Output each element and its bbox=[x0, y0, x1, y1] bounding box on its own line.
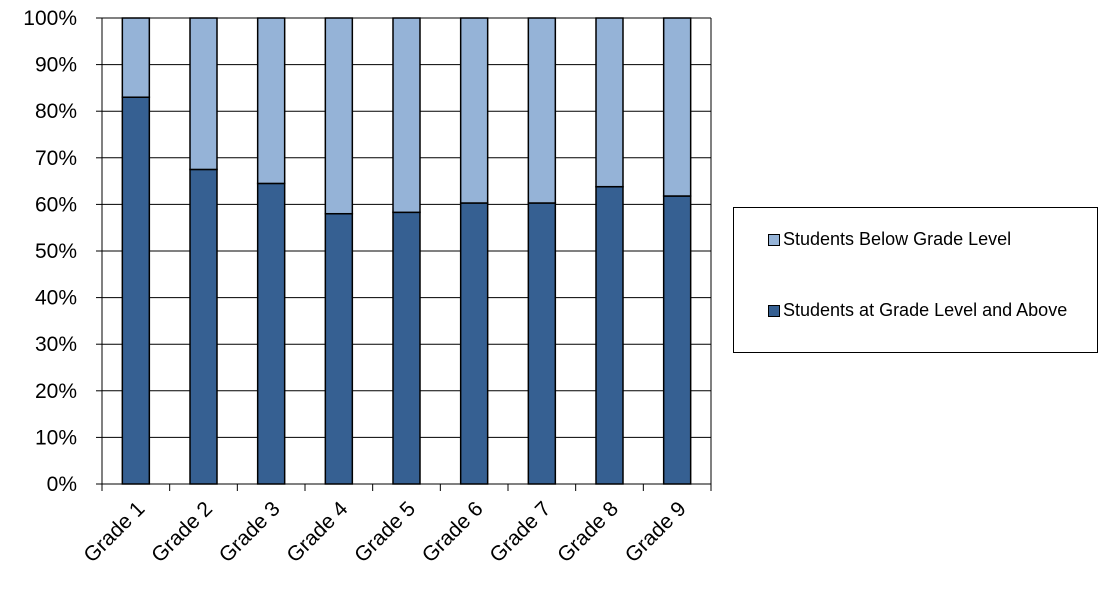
y-tick-label: 100% bbox=[23, 7, 77, 30]
y-tick-label: 70% bbox=[35, 147, 77, 170]
x-category-label: Grade 9 bbox=[621, 497, 691, 567]
bar-segment-at-above bbox=[121, 96, 151, 485]
legend-label-below: Students Below Grade Level bbox=[783, 229, 1012, 249]
x-category-label: Grade 7 bbox=[485, 497, 555, 567]
x-category-label: Grade 3 bbox=[215, 497, 285, 567]
bar-segment-at-above bbox=[189, 168, 218, 485]
y-tick-label: 60% bbox=[35, 193, 77, 216]
bar-segment-at-above bbox=[662, 195, 692, 485]
y-tick-label: 40% bbox=[35, 287, 77, 310]
x-category-label: Grade 6 bbox=[418, 497, 488, 567]
bar-segment-at-above bbox=[459, 202, 489, 485]
legend-swatch-at-above bbox=[768, 305, 780, 317]
bar-segment-below bbox=[527, 17, 557, 204]
bar-segment-at-above bbox=[595, 185, 624, 485]
axes bbox=[96, 17, 712, 491]
legend-label-at-above: Students at Grade Level and Above bbox=[783, 300, 1068, 320]
bar-segment-at-above bbox=[324, 212, 354, 485]
y-tick-label: 0% bbox=[47, 473, 77, 496]
bar-segment-below bbox=[459, 17, 489, 204]
x-category-label: Grade 8 bbox=[553, 497, 623, 567]
y-tick-label: 10% bbox=[35, 426, 77, 449]
y-tick-label: 50% bbox=[35, 240, 77, 263]
y-tick-label: 20% bbox=[35, 380, 77, 403]
bar-segment-below bbox=[189, 17, 218, 171]
legend-swatch-below bbox=[768, 234, 780, 246]
bar-segment-at-above bbox=[392, 211, 421, 485]
bar-segment-below bbox=[324, 17, 354, 215]
x-category-label: Grade 5 bbox=[350, 497, 420, 567]
x-category-label: Grade 1 bbox=[79, 497, 149, 567]
y-tick-label: 30% bbox=[35, 333, 77, 356]
bar-segment-below bbox=[121, 17, 151, 98]
y-axis-tick-labels: 0% 10% 20% 30% 40% 50% 60% 70% 80% 90% 100% bbox=[23, 7, 77, 496]
bar-segment-at-above bbox=[256, 182, 286, 485]
bar-segment-at-above bbox=[527, 202, 557, 485]
y-tick-label: 90% bbox=[35, 54, 77, 77]
legend-item-below: Students Below Grade Level bbox=[768, 229, 1083, 250]
bar-segment-below bbox=[595, 17, 624, 188]
legend: Students Below Grade Level Students at G… bbox=[733, 207, 1098, 353]
bar-segment-below bbox=[256, 17, 286, 185]
x-category-label: Grade 2 bbox=[147, 497, 217, 567]
bar-segment-below bbox=[662, 17, 692, 197]
bars bbox=[121, 17, 692, 485]
y-tick-label: 80% bbox=[35, 100, 77, 123]
legend-item-at-above: Students at Grade Level and Above bbox=[768, 300, 1083, 321]
bar-segment-below bbox=[392, 17, 421, 214]
x-category-label: Grade 4 bbox=[282, 497, 352, 567]
